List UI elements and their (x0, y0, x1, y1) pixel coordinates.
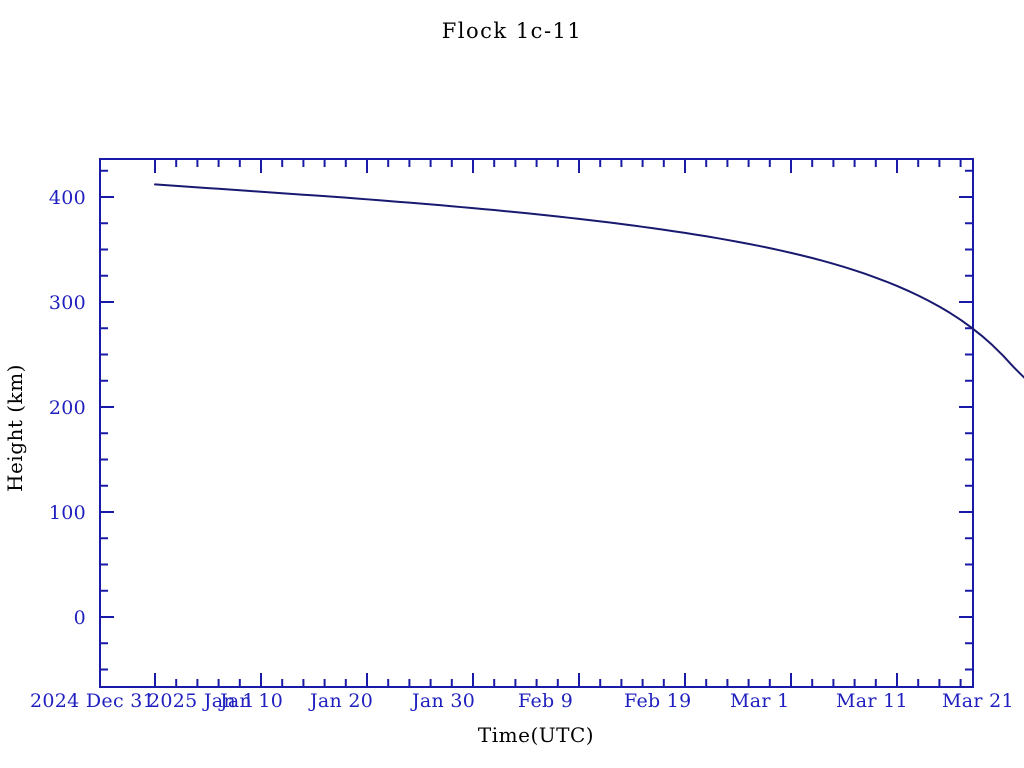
x-tick-label: Jan 30 (410, 690, 475, 712)
y-tick-label: 400 (49, 187, 86, 209)
x-tick-label: 2024 Dec 31 (30, 690, 155, 712)
x-axis-title: Time(UTC) (478, 723, 594, 747)
y-tick-label: 0 (74, 607, 86, 629)
y-tick-label: 300 (49, 292, 86, 314)
x-tick-label: Jan 10 (218, 690, 283, 712)
x-tick-label: Mar 21 (942, 690, 1014, 712)
y-tick-label: 100 (49, 502, 86, 524)
x-axis-ticks (154, 159, 962, 687)
y-tick-label: 200 (49, 397, 86, 419)
x-tick-label: Mar 11 (836, 690, 908, 712)
x-tick-label: 2025 Jan 1 (148, 690, 255, 712)
x-tick-label: Feb 19 (624, 690, 692, 712)
chart-title: Flock 1c-11 (442, 19, 583, 43)
data-series-line (154, 183, 1024, 379)
y-axis-tick-labels: 0 100 200 300 400 (49, 187, 86, 629)
x-tick-label: Mar 1 (730, 690, 790, 712)
y-axis-ticks (100, 169, 973, 671)
plot-frame (99, 158, 974, 688)
x-tick-label: Jan 20 (308, 690, 373, 712)
x-tick-label: Feb 9 (518, 690, 573, 712)
y-axis-title: Height (km) (3, 364, 27, 492)
